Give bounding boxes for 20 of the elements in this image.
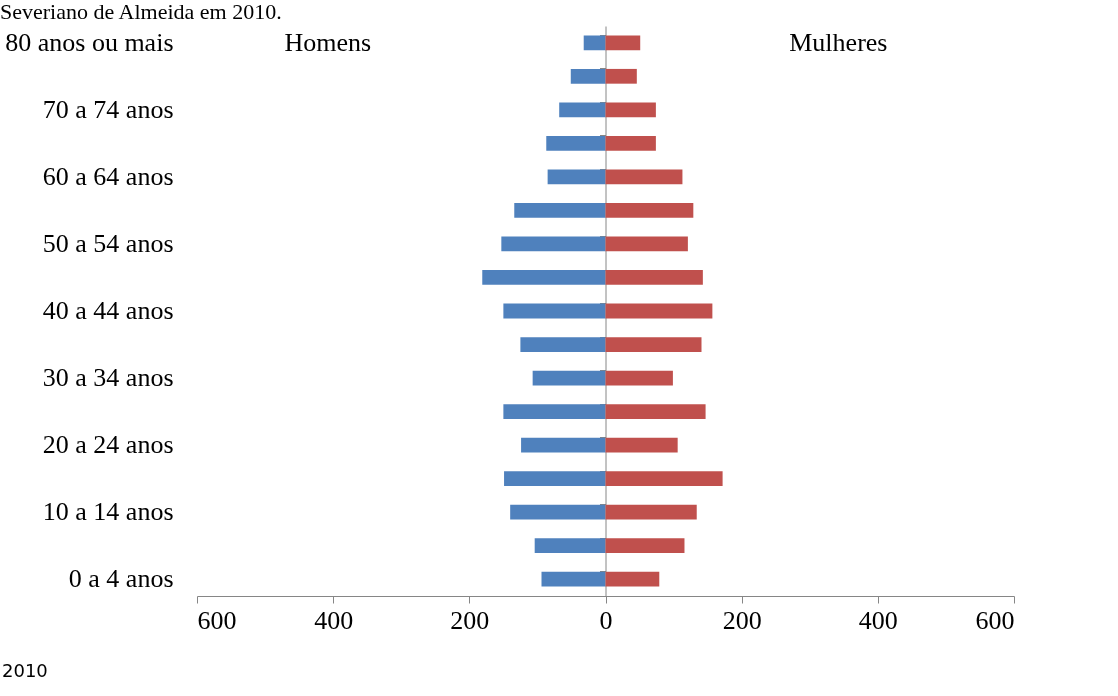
x-tick-label: 600: [197, 605, 237, 635]
text: 2010: [2, 660, 48, 681]
y-tick-label: 70 a 74 anos: [42, 94, 174, 124]
chart-title: Severiano de Almeida em 2010.: [0, 0, 282, 24]
y-tick-label: 80 anos ou mais: [5, 27, 174, 57]
y-tick-label: 20 a 24 anos: [42, 430, 174, 460]
annotation: Mulheres: [789, 27, 888, 57]
x-tick-label: 200: [450, 605, 490, 635]
x-tick-label: 600: [975, 605, 1015, 635]
y-tick-label: 30 a 34 anos: [42, 363, 174, 393]
y-tick-label: 50 a 54 anos: [42, 228, 174, 258]
y-tick-label: 0 a 4 anos: [68, 564, 174, 594]
y-tick-label: 40 a 44 anos: [42, 296, 174, 325]
x-tick-label: 0: [599, 605, 613, 635]
y-tick-label: 60 a 64 anos: [42, 161, 174, 191]
annotation: Homens: [284, 27, 372, 57]
y-tick-label: 10 a 14 anos: [42, 497, 174, 527]
x-tick-label: 400: [858, 605, 898, 635]
x-tick-label: 200: [722, 605, 762, 635]
x-tick-label: 400: [314, 605, 354, 635]
